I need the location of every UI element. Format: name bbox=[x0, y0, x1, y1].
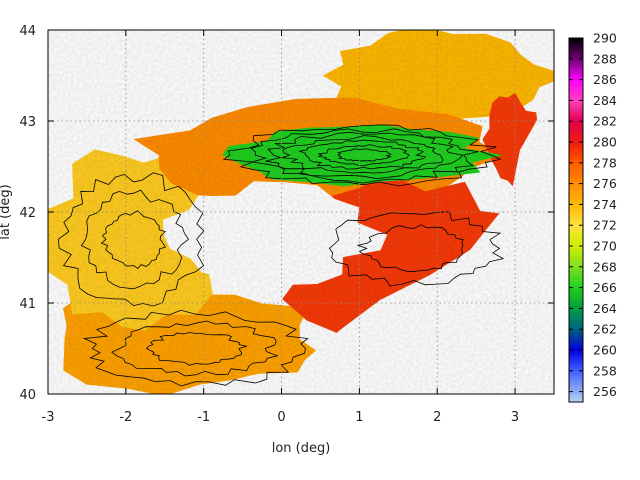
colorbar-tick-label: 256 bbox=[593, 384, 617, 399]
y-axis-ticks: 40 41 42 43 44 bbox=[19, 24, 554, 403]
colorbar-tick-label: 286 bbox=[593, 72, 617, 87]
contour-line bbox=[298, 139, 427, 170]
contour-line bbox=[328, 211, 505, 287]
colorbar-tick-label: 278 bbox=[593, 155, 617, 170]
contour-line bbox=[111, 320, 279, 377]
x-tick-label: 1 bbox=[355, 410, 363, 425]
x-tick-label: -3 bbox=[42, 410, 55, 425]
contour-line bbox=[250, 128, 479, 184]
y-tick-label: 42 bbox=[19, 206, 36, 221]
contour-line bbox=[57, 172, 205, 307]
x-axis-label: lon (deg) bbox=[272, 441, 331, 456]
y-tick-label: 43 bbox=[19, 115, 36, 130]
x-tick-label: 2 bbox=[433, 410, 441, 425]
colorbar-tick-label: 288 bbox=[593, 51, 617, 66]
colorbar-tick-label: 280 bbox=[593, 135, 617, 150]
x-tick-label: -1 bbox=[197, 410, 210, 425]
colorbar-tick-label: 264 bbox=[593, 301, 617, 316]
colorbar-tick-label: 258 bbox=[593, 363, 617, 378]
contour-line bbox=[100, 210, 167, 270]
colorbar-tick-label: 282 bbox=[593, 114, 617, 129]
y-tick-label: 44 bbox=[19, 24, 36, 39]
elevation-contours bbox=[57, 124, 505, 387]
colorbar: 256 258 260 262 264 266 268 270 272 274 276 278 280 2… bbox=[568, 31, 617, 403]
y-tick-label: 40 bbox=[19, 388, 36, 403]
x-tick-label: -2 bbox=[119, 410, 132, 425]
x-axis-ticks: -3 -2 -1 0 1 2 3 bbox=[42, 30, 519, 425]
contour-line bbox=[281, 135, 444, 174]
colorbar-tick-label: 284 bbox=[593, 93, 617, 108]
colorbar-tick-label: 290 bbox=[593, 31, 617, 46]
contour-line bbox=[356, 224, 464, 273]
y-axis-label: lat (deg) bbox=[0, 184, 13, 239]
contour-line bbox=[222, 124, 502, 187]
colorbar-tick-label: 268 bbox=[593, 259, 617, 274]
contour-line bbox=[82, 309, 309, 387]
colorbar-tick-label: 266 bbox=[593, 280, 617, 295]
colorbar-tick-label: 270 bbox=[593, 239, 617, 254]
contour-line bbox=[80, 189, 190, 290]
contour-line bbox=[145, 332, 247, 366]
colorbar-tick-label: 260 bbox=[593, 343, 617, 358]
colorbar-ticks: 256 258 260 262 264 266 268 270 272 274 276 278 280 2… bbox=[569, 31, 617, 399]
colorbar-tick-label: 276 bbox=[593, 176, 617, 191]
contour-line bbox=[317, 144, 410, 167]
x-tick-label: 3 bbox=[511, 410, 519, 425]
colorbar-tick-label: 272 bbox=[593, 218, 617, 233]
y-tick-label: 41 bbox=[19, 297, 36, 312]
colorbar-gradient bbox=[568, 37, 584, 403]
contour-line bbox=[265, 131, 464, 180]
x-tick-label: 0 bbox=[277, 410, 285, 425]
colorbar-tick-label: 274 bbox=[593, 197, 617, 212]
contour-line bbox=[337, 148, 392, 162]
colorbar-tick-label: 262 bbox=[593, 322, 617, 337]
